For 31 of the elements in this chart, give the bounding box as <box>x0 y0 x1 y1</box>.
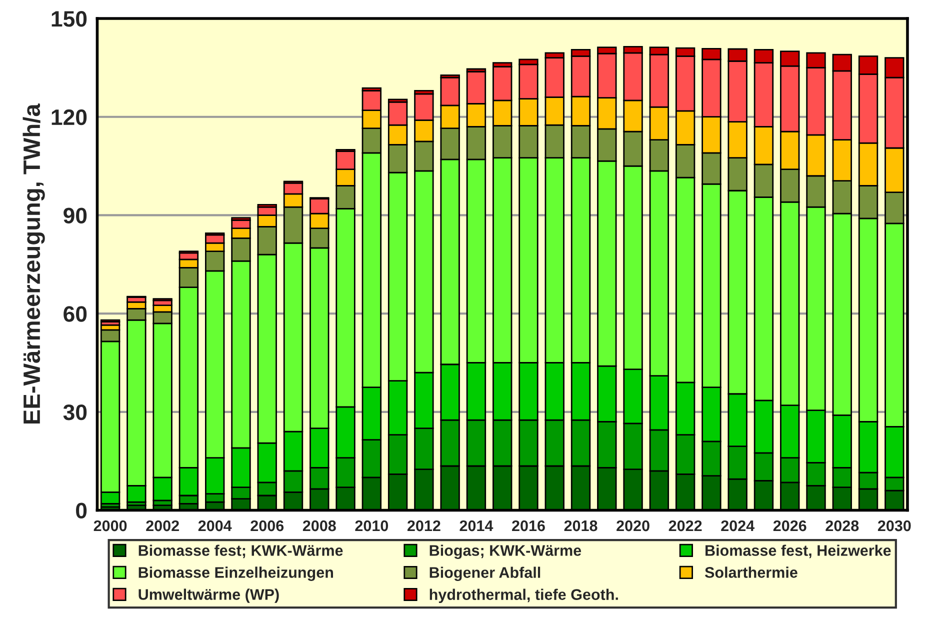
y-tick-label: 30 <box>63 404 87 420</box>
y-axis-title: EE-Wärmeerzeugung, TWh/a <box>22 104 45 424</box>
y-tick-label: 150 <box>52 11 87 27</box>
y-tick-label: 0 <box>76 502 87 519</box>
legend-label: Biogas; KWK-Wärme <box>430 544 582 559</box>
x-tick-label: 2000 <box>94 520 127 532</box>
legend-label: Biomasse fest, Heizwerke <box>706 544 891 558</box>
x-tick-label: 2018 <box>564 520 598 532</box>
x-tick-label: 2026 <box>773 520 806 532</box>
x-tick-label: 2024 <box>721 520 754 532</box>
legend-label: Biomasse fest; KWK-Wärme <box>138 544 343 558</box>
x-tick-label: 2004 <box>198 520 232 532</box>
x-tick-label: 2020 <box>616 520 650 532</box>
x-tick-label: 2022 <box>668 520 702 532</box>
x-tick-label: 2014 <box>460 520 494 532</box>
legend-label: Biogener Abfall <box>430 566 540 582</box>
legend-label: hydrothermal, tiefe Geoth. <box>430 588 618 603</box>
x-tick-label: 2030 <box>878 520 911 532</box>
x-tick-label: 2006 <box>250 520 284 532</box>
legend-label: Solarthermie <box>704 566 798 578</box>
legend-label: Umweltwärme (WP) <box>138 588 279 603</box>
x-tick-label: 2010 <box>355 520 388 532</box>
y-tick-label: 120 <box>52 109 87 126</box>
y-tick-label: 90 <box>64 208 87 224</box>
x-tick-label: 2016 <box>512 520 545 532</box>
legend-label: Biomasse Einzelheizungen <box>138 566 333 581</box>
x-tick-label: 2002 <box>146 520 179 532</box>
x-tick-label: 2028 <box>826 520 859 532</box>
x-tick-label: 2008 <box>302 520 336 532</box>
y-tick-label: 60 <box>64 306 87 322</box>
x-tick-label: 2012 <box>407 520 440 532</box>
